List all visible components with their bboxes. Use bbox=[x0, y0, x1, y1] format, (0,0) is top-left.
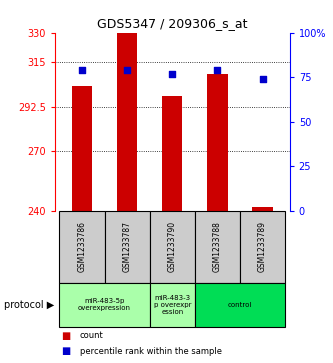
Bar bbox=[162, 96, 182, 211]
Text: GSM1233789: GSM1233789 bbox=[258, 221, 267, 272]
Bar bbox=[105, 211, 150, 283]
Bar bbox=[150, 211, 195, 283]
Text: GSM1233786: GSM1233786 bbox=[78, 221, 87, 272]
Point bbox=[79, 67, 85, 73]
Point bbox=[260, 76, 265, 82]
Text: percentile rank within the sample: percentile rank within the sample bbox=[80, 347, 222, 356]
Text: GSM1233787: GSM1233787 bbox=[123, 221, 132, 272]
Title: GDS5347 / 209306_s_at: GDS5347 / 209306_s_at bbox=[97, 17, 247, 30]
Bar bbox=[195, 283, 285, 327]
Bar bbox=[195, 211, 240, 283]
Text: GSM1233790: GSM1233790 bbox=[168, 221, 177, 272]
Point bbox=[215, 67, 220, 73]
Text: miR-483-5p
overexpression: miR-483-5p overexpression bbox=[78, 298, 131, 311]
Bar bbox=[150, 283, 195, 327]
Text: control: control bbox=[228, 302, 252, 308]
Point bbox=[170, 71, 175, 77]
Bar bbox=[240, 211, 285, 283]
Bar bbox=[252, 207, 273, 211]
Text: ■: ■ bbox=[62, 346, 71, 356]
Text: protocol ▶: protocol ▶ bbox=[4, 300, 54, 310]
Text: GSM1233788: GSM1233788 bbox=[213, 221, 222, 272]
Text: count: count bbox=[80, 331, 104, 340]
Bar bbox=[117, 33, 137, 211]
Text: ■: ■ bbox=[62, 331, 71, 341]
Text: miR-483-3
p overexpr
ession: miR-483-3 p overexpr ession bbox=[154, 295, 191, 315]
Bar bbox=[207, 74, 228, 211]
Point bbox=[125, 67, 130, 73]
Bar bbox=[60, 283, 150, 327]
Bar bbox=[60, 211, 105, 283]
Bar bbox=[72, 86, 92, 211]
